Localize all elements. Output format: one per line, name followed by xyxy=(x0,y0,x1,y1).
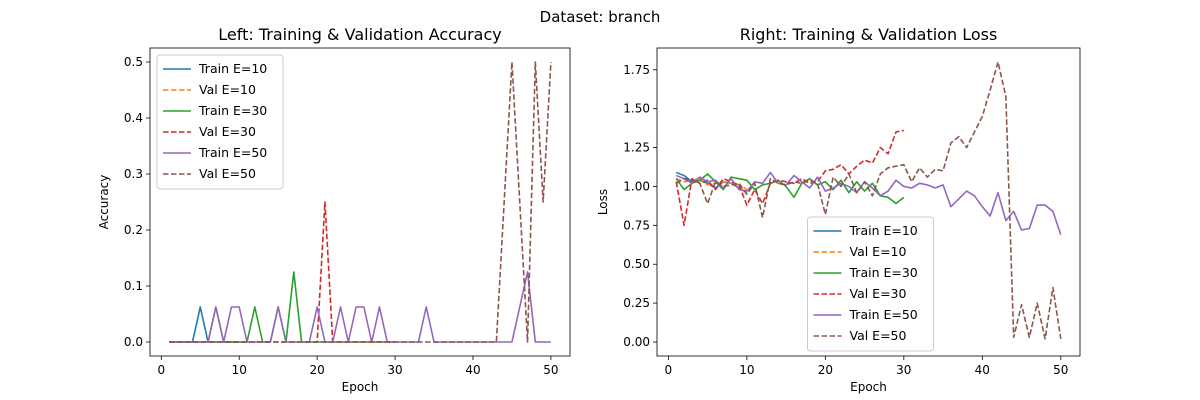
loss-legend-label: Train E=30 xyxy=(849,265,918,280)
acc-ytick-label: 0.4 xyxy=(124,111,143,125)
acc-legend-label: Train E=30 xyxy=(198,103,267,118)
acc-xtick-label: 0 xyxy=(157,363,165,377)
loss-legend: Train E=10 Val E=10 Train E=30 Val E=30 Trai… xyxy=(807,216,934,352)
loss-title: Right: Training & Validation Loss xyxy=(740,25,998,44)
acc-legend-label: Val E=30 xyxy=(199,124,256,139)
acc-legend-label: Val E=50 xyxy=(199,166,256,181)
loss-series-val-e-50 xyxy=(675,61,1062,340)
accuracy-panel: Left: Training & Validation Accuracy 0 10 2… xyxy=(97,25,571,394)
loss-ylabel: Loss xyxy=(596,189,610,215)
loss-xtick-label: 10 xyxy=(739,363,754,377)
loss-axes-frame xyxy=(656,47,1081,357)
loss-ytick-label: 0.75 xyxy=(623,218,650,232)
loss-panel: Right: Training & Validation Loss 0 10 20 30… xyxy=(596,25,1081,394)
loss-ytick-label: 1.50 xyxy=(623,102,650,116)
acc-legend-box xyxy=(156,54,284,190)
loss-ytick-label: 0.00 xyxy=(623,335,650,349)
loss-legend-box xyxy=(807,216,934,352)
loss-ytick-label: 1.00 xyxy=(623,179,650,193)
loss-xtick-label: 40 xyxy=(975,363,990,377)
acc-ytick-label: 0.1 xyxy=(124,279,143,293)
loss-xlabel: Epoch xyxy=(850,380,887,394)
loss-xtick-label: 30 xyxy=(896,363,911,377)
loss-ytick-label: 1.25 xyxy=(623,141,650,155)
acc-legend: Train E=10 Val E=10 Train E=30 Val E=30 Trai… xyxy=(156,54,284,190)
acc-title: Left: Training & Validation Accuracy xyxy=(218,25,502,44)
loss-xtick-label: 20 xyxy=(818,363,833,377)
acc-xtick-label: 10 xyxy=(232,363,247,377)
loss-xtick-label: 50 xyxy=(1053,363,1068,377)
acc-ylabel: Accuracy xyxy=(97,175,111,230)
acc-ytick-label: 0.2 xyxy=(124,223,143,237)
acc-legend-label: Train E=10 xyxy=(198,61,267,76)
loss-series-val-e-30 xyxy=(675,129,904,227)
acc-axes-frame xyxy=(149,47,571,357)
loss-series-train-e-50 xyxy=(675,171,1062,235)
loss-ytick-label: 0.50 xyxy=(623,257,650,271)
acc-legend-label: Train E=50 xyxy=(198,145,267,160)
acc-xtick-label: 30 xyxy=(387,363,402,377)
acc-xlabel: Epoch xyxy=(342,380,379,394)
loss-xtick-label: 0 xyxy=(665,363,673,377)
loss-ytick-label: 0.25 xyxy=(623,296,650,310)
loss-series-train-e-30 xyxy=(675,173,905,205)
loss-legend-label: Val E=30 xyxy=(850,286,907,301)
acc-xtick-label: 50 xyxy=(543,363,558,377)
acc-legend-label: Val E=10 xyxy=(199,82,256,97)
acc-xtick-label: 20 xyxy=(310,363,325,377)
acc-xtick-label: 40 xyxy=(465,363,480,377)
loss-legend-label: Val E=10 xyxy=(850,244,907,259)
acc-ytick-label: 0.0 xyxy=(124,335,143,349)
loss-legend-label: Val E=50 xyxy=(850,328,907,343)
loss-legend-label: Train E=50 xyxy=(849,307,918,322)
loss-ytick-label: 1.75 xyxy=(623,63,650,77)
loss-series-train-e-10 xyxy=(675,171,748,194)
loss-legend-label: Train E=10 xyxy=(849,223,918,238)
acc-series-train-e-10 xyxy=(169,306,240,343)
acc-series-train-e-50 xyxy=(169,271,551,343)
figure-suptitle: Dataset: branch xyxy=(540,8,661,26)
acc-ytick-label: 0.5 xyxy=(124,55,143,69)
acc-ytick-label: 0.3 xyxy=(124,167,143,181)
